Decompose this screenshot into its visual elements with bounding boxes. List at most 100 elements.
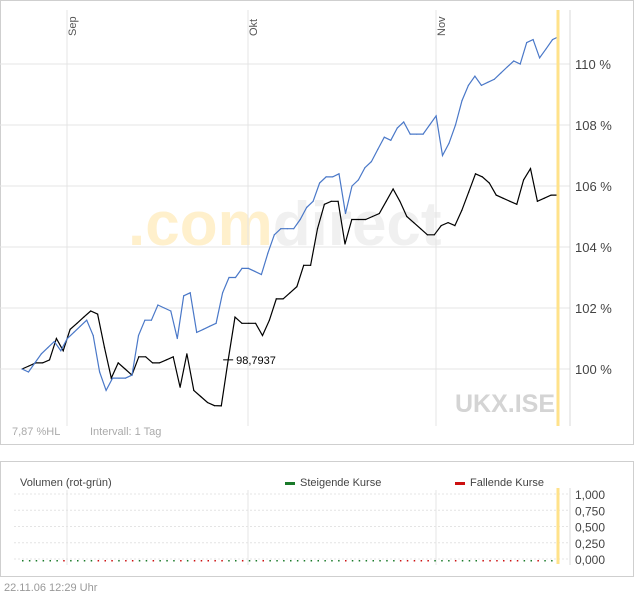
- volume-bar: [496, 560, 498, 562]
- series-point: [206, 401, 209, 404]
- series-point: [86, 319, 88, 321]
- volume-bar: [434, 560, 436, 562]
- series-point: [97, 313, 99, 315]
- series-point: [105, 389, 107, 391]
- series-point: [92, 334, 94, 337]
- y-tick-label: 110 %: [575, 57, 611, 72]
- series-point: [413, 222, 415, 224]
- volume-bar: [35, 560, 38, 562]
- series-point: [145, 356, 147, 358]
- volume-bar: [523, 560, 526, 562]
- series-point: [296, 286, 298, 288]
- volume-bar: [180, 560, 182, 562]
- series-point: [275, 298, 277, 300]
- volume-bar: [303, 560, 306, 562]
- series-point: [241, 267, 243, 269]
- series-point: [73, 331, 75, 333]
- series-point: [474, 75, 476, 77]
- series-point: [440, 225, 442, 227]
- series-point: [337, 200, 339, 202]
- series-point: [454, 225, 456, 227]
- volume-bar: [214, 560, 216, 562]
- volume-bar: [413, 560, 416, 562]
- series-point: [268, 319, 270, 321]
- volume-bar: [221, 560, 223, 562]
- volume-bar: [28, 560, 31, 562]
- series-point: [422, 133, 424, 135]
- volume-bar: [454, 560, 457, 562]
- legend-up-label: Steigende Kurse: [300, 477, 381, 489]
- y-tick-label: 106 %: [575, 179, 612, 194]
- series-point: [255, 322, 257, 324]
- series-point: [124, 368, 126, 370]
- volume-bar: [468, 560, 471, 562]
- series-point: [500, 72, 502, 74]
- volume-bar: [228, 560, 230, 562]
- series-point: [435, 115, 437, 117]
- series-point: [76, 322, 78, 324]
- series-point: [42, 362, 44, 364]
- series-point: [158, 362, 160, 364]
- series-point: [170, 310, 172, 312]
- series-point: [513, 60, 515, 62]
- volume-bar: [351, 560, 354, 562]
- series-point: [293, 228, 295, 230]
- series-point: [526, 42, 528, 44]
- series-point: [506, 66, 508, 68]
- x-tick-label: Sep: [67, 16, 79, 36]
- series-point: [406, 215, 408, 218]
- volume-grid: 1,000 0,750 0,500 0,250 0,000: [14, 488, 605, 567]
- volume-bar: [324, 560, 326, 562]
- series-point: [364, 167, 366, 169]
- volume-bar: [131, 560, 134, 562]
- series-point: [254, 270, 256, 272]
- series-point: [299, 218, 301, 221]
- series-point: [310, 264, 312, 266]
- volume-bar: [345, 560, 347, 562]
- volume-bar: [393, 560, 395, 562]
- series-point: [385, 200, 387, 202]
- series-point: [200, 395, 202, 398]
- volume-bar: [97, 560, 100, 562]
- series-point: [34, 362, 36, 364]
- volume-bar: [186, 560, 189, 562]
- volume-bar: [296, 560, 299, 562]
- y-tick-label: 108 %: [575, 118, 612, 133]
- volume-bar: [283, 560, 285, 562]
- series-point: [551, 39, 554, 41]
- volume-title: Volumen (rot-grün): [20, 477, 112, 489]
- volume-bar: [365, 560, 368, 562]
- series-point: [448, 142, 450, 144]
- volume-bar: [173, 560, 175, 562]
- series-point: [371, 215, 374, 218]
- series-point: [137, 334, 140, 337]
- series-point: [99, 371, 101, 373]
- series-point: [21, 368, 23, 370]
- series-point: [396, 127, 398, 129]
- series-point: [338, 173, 340, 175]
- volume-bar: [310, 560, 313, 562]
- volume-bar: [358, 560, 361, 562]
- series-point: [351, 218, 353, 221]
- volume-bar: [406, 560, 409, 562]
- series-point: [516, 203, 518, 205]
- series-point: [378, 212, 380, 215]
- volume-bar: [138, 560, 141, 562]
- volume-bar: [420, 560, 423, 562]
- volume-bar: [544, 560, 546, 562]
- series-point: [502, 197, 504, 199]
- series-point: [215, 322, 217, 324]
- series-point: [383, 136, 385, 138]
- series-point: [27, 371, 30, 373]
- volume-bar: [56, 560, 58, 562]
- series-point: [420, 228, 422, 230]
- series-point: [351, 185, 353, 187]
- volume-bar: [448, 560, 450, 562]
- volume-bar: [70, 560, 72, 562]
- volume-bar: [241, 560, 244, 562]
- series-point: [357, 179, 359, 181]
- series-point: [138, 356, 140, 358]
- series-point: [426, 234, 428, 236]
- series-point: [189, 292, 191, 294]
